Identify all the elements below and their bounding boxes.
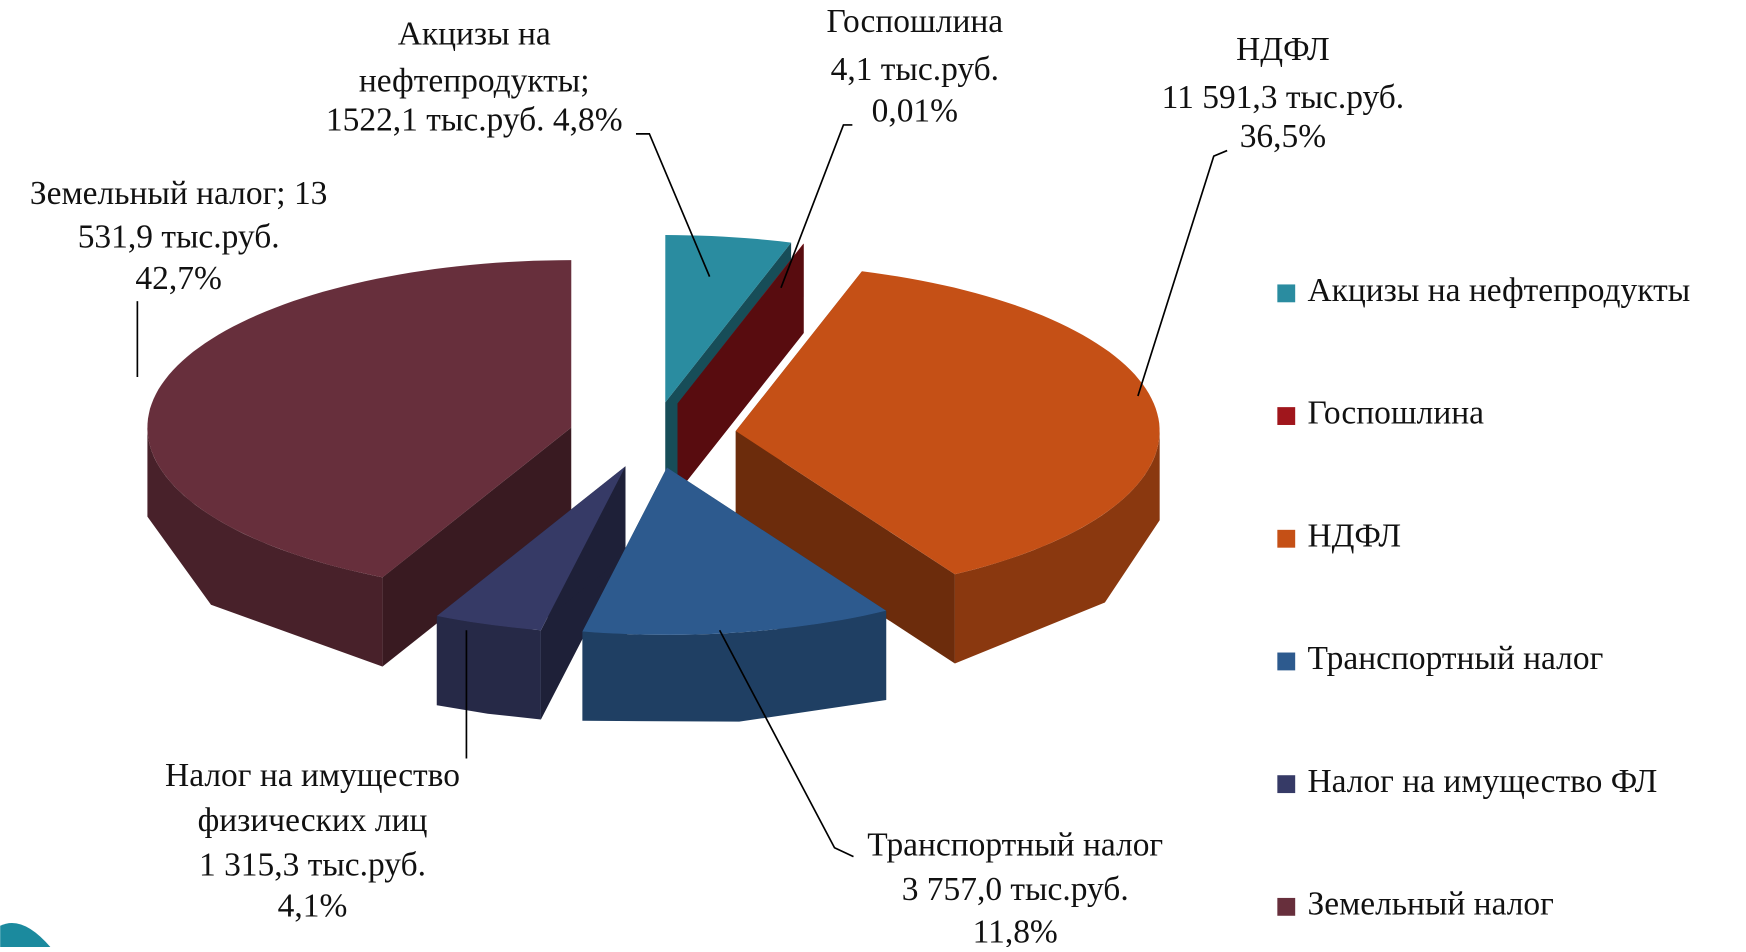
slice	[436, 466, 626, 720]
data-label: 1 315,3 тыс.руб.	[199, 846, 426, 883]
data-label: 3 757,0 тыс.руб.	[902, 871, 1129, 908]
data-label: 4,1%	[278, 888, 348, 925]
slice-top	[147, 260, 572, 578]
slice-top	[582, 467, 887, 635]
data-label: физических лиц	[198, 802, 428, 839]
data-label: 1522,1 тыс.руб. 4,8%	[326, 101, 623, 138]
legend-label: НДФЛ	[1307, 517, 1401, 554]
slice-side	[677, 243, 804, 493]
legend-label: Транспортный налог	[1307, 640, 1603, 677]
slice	[677, 243, 804, 493]
legend-swatch	[1277, 897, 1296, 916]
legend-swatch	[1277, 284, 1296, 303]
data-label: Акцизы на	[398, 15, 551, 52]
slice	[582, 467, 887, 722]
slice-top	[735, 271, 1160, 575]
leader-lines	[136, 124, 1228, 858]
slice	[147, 260, 572, 667]
slice-top	[677, 243, 804, 404]
leader-line	[718, 629, 854, 858]
data-label: Госпошлина	[827, 3, 1004, 40]
corner-decoration	[0, 922, 51, 947]
slice-wall	[147, 427, 383, 667]
legend-label: Налог на имущество ФЛ	[1307, 763, 1657, 800]
data-label: Транспортный налог	[867, 826, 1163, 863]
slice-wall	[582, 610, 887, 722]
leader-line	[780, 124, 853, 289]
leader-line	[635, 133, 711, 277]
slice-top	[436, 466, 626, 631]
data-label: 42,7%	[135, 260, 221, 297]
legend-swatch	[1277, 529, 1296, 548]
legend-swatch	[1277, 407, 1296, 425]
legend-swatch	[1277, 775, 1296, 794]
data-label: 11,8%	[973, 913, 1058, 947]
leader-line	[1137, 149, 1228, 397]
slice-top	[665, 235, 792, 403]
data-label: НДФЛ	[1236, 31, 1330, 68]
slice-side	[382, 427, 572, 667]
legend-swatch	[1277, 652, 1296, 671]
slice	[735, 271, 1160, 664]
pie	[147, 235, 1160, 722]
data-label: 4,1 тыс.руб.	[831, 51, 999, 88]
slice-wall	[436, 616, 541, 720]
legend-label: Госпошлина	[1307, 395, 1484, 432]
data-label: 11 591,3 тыс.руб.	[1162, 79, 1404, 116]
data-label: 36,5%	[1240, 118, 1326, 155]
legend: Акцизы на нефтепродукты Госпошлина НДФЛ Тра…	[1277, 272, 1690, 923]
data-label: нефтепродукты;	[359, 62, 590, 99]
legend-label: Земельный налог	[1307, 886, 1553, 923]
data-label: Земельный налог; 13	[30, 175, 328, 212]
data-labels: Акцизы на нефтепродукты;1522,1 тыс.руб. 4…	[30, 3, 1404, 950]
legend-label: Акцизы на нефтепродукты	[1307, 272, 1690, 309]
slice-wall	[954, 431, 1160, 664]
data-label: 0,01%	[872, 92, 958, 129]
data-label: 531,9 тыс.руб.	[78, 218, 280, 255]
slice-side	[735, 431, 955, 664]
data-label: Налог на имущество	[165, 757, 460, 794]
